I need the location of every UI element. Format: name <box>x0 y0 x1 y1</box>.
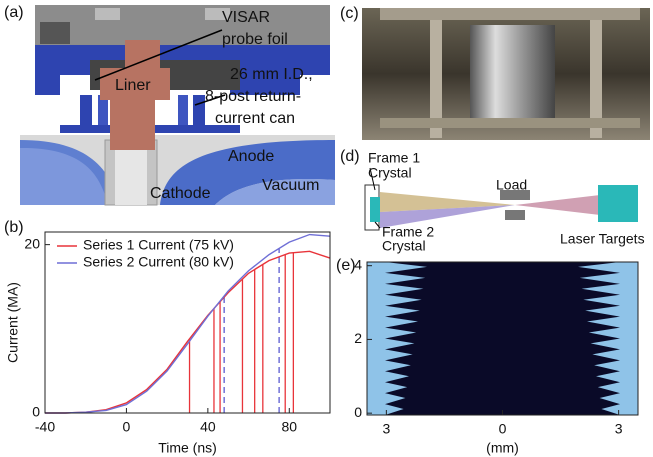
x-tick-label: 80 <box>281 419 297 435</box>
x-tick-label: 3 <box>615 421 623 437</box>
panel-label: (d) <box>340 148 360 165</box>
panel-label: (c) <box>340 5 359 22</box>
y-tick-label: 2 <box>354 330 362 346</box>
annotation: Anode <box>228 148 274 165</box>
y-tick-label: 4 <box>354 256 362 272</box>
panel-label: (b) <box>4 219 24 236</box>
figure: (a) VISAR probe foil Liner 26 mm I.D., 8… <box>0 0 653 457</box>
x-tick-label: -40 <box>35 419 55 435</box>
annotation: Vacuum <box>262 177 320 194</box>
series-line <box>45 251 330 413</box>
annotation: Laser Targets <box>560 231 645 247</box>
annotation: 26 mm I.D., <box>230 66 313 83</box>
x-tick-label: 0 <box>499 421 507 437</box>
panel-label: (e) <box>336 257 356 274</box>
annotation: probe foil <box>222 31 288 48</box>
image-background <box>367 262 638 415</box>
legend-label: Series 2 Current (80 kV) <box>83 254 234 270</box>
annotation: Crystal <box>368 165 412 181</box>
panel-label: (a) <box>4 4 24 21</box>
x-tick-label: 0 <box>123 419 131 435</box>
x-tick-label: 3 <box>382 421 390 437</box>
annotation: Frame 1 <box>368 150 420 166</box>
annotation: Cathode <box>150 185 211 202</box>
annotation: Crystal <box>382 238 426 254</box>
x-tick-label: 40 <box>200 419 216 435</box>
annotation: 8-post return- <box>205 88 301 105</box>
annotation: current can <box>215 110 295 127</box>
annotation: Load <box>496 177 527 193</box>
annotation: Liner <box>115 77 151 94</box>
annotation: VISAR <box>222 9 270 26</box>
x-axis-label: (mm) <box>486 440 519 456</box>
y-tick-label: 0 <box>354 404 362 420</box>
x-axis-label: Time (ns) <box>158 440 217 456</box>
y-tick-label: 0 <box>32 404 40 420</box>
y-axis-label: Current (MA) <box>5 282 21 363</box>
legend-label: Series 1 Current (75 kV) <box>83 237 234 253</box>
y-tick-label: 20 <box>24 235 40 251</box>
panel-c-photo <box>362 8 650 140</box>
